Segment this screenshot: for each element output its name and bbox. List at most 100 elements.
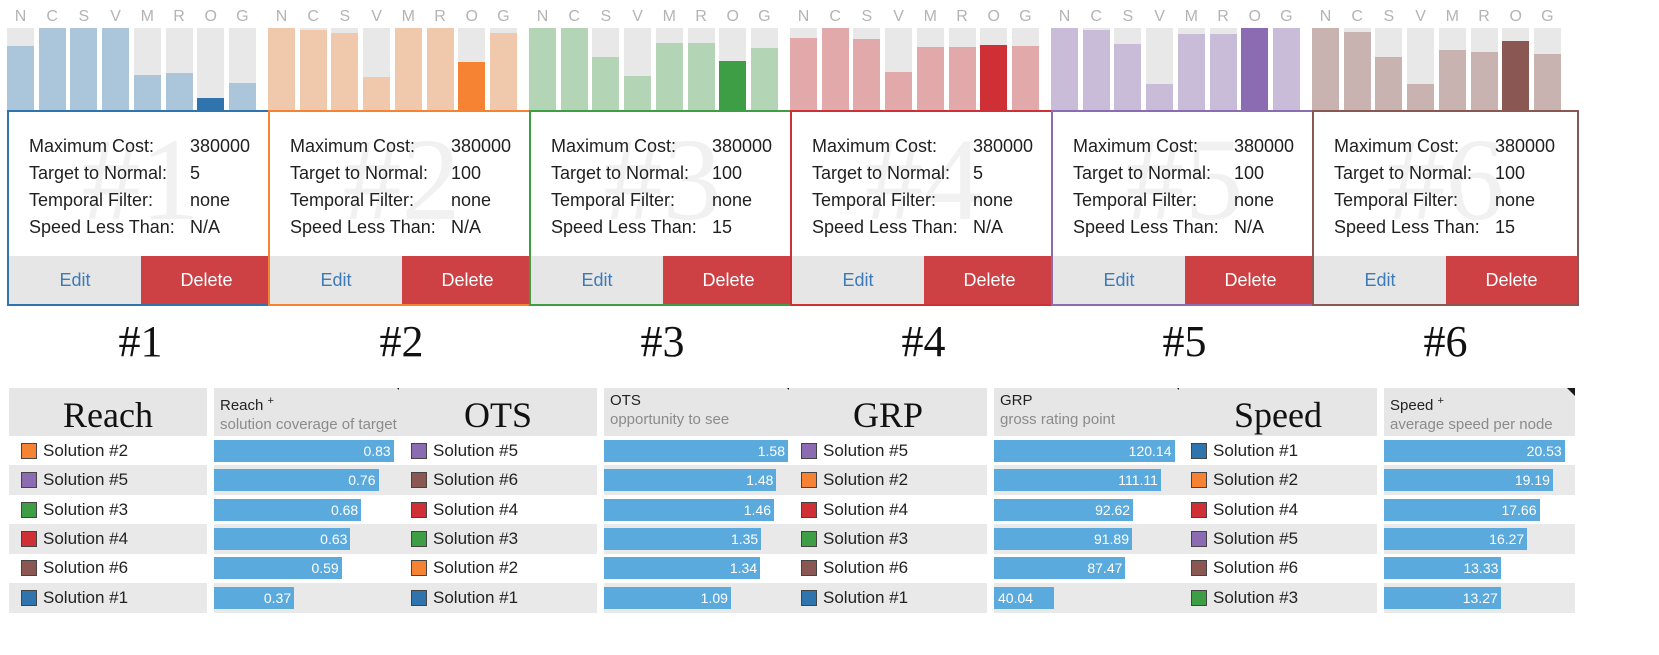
ranking-value: 16.27 bbox=[1489, 531, 1525, 547]
category-bar bbox=[133, 75, 161, 110]
delete-button[interactable]: Delete bbox=[663, 256, 794, 304]
solution-name: Solution #3 bbox=[433, 529, 519, 548]
category-bar bbox=[489, 33, 517, 110]
category-letter: N bbox=[14, 8, 27, 25]
category-bar bbox=[655, 43, 683, 110]
category-bar bbox=[948, 47, 976, 110]
edit-button[interactable]: Edit bbox=[9, 256, 141, 304]
ranking-bar-track: 1.34 bbox=[604, 553, 795, 583]
category-letter: N bbox=[536, 8, 549, 25]
category-bar-slot bbox=[7, 28, 34, 110]
category-bar bbox=[426, 28, 454, 110]
info-label: Target to Normal: bbox=[290, 163, 429, 183]
ranking-solution-label: Solution #3 bbox=[789, 524, 987, 554]
edit-button[interactable]: Edit bbox=[270, 256, 402, 304]
solution-color-swatch bbox=[1191, 443, 1207, 459]
ranking-bar-track: 13.33 bbox=[1384, 553, 1575, 583]
ranking-solution-label: Solution #4 bbox=[789, 495, 987, 525]
ranking-bar-track: 0.59 bbox=[214, 553, 405, 583]
info-value: N/A bbox=[451, 217, 482, 237]
ranking-row: Solution #4 0.63 bbox=[9, 524, 405, 554]
delete-button[interactable]: Delete bbox=[402, 256, 533, 304]
category-letter: R bbox=[1217, 8, 1229, 25]
ranking-row: Solution #6 1.48 bbox=[399, 465, 795, 495]
ranking-bar bbox=[604, 528, 762, 550]
category-bar-slot bbox=[228, 28, 256, 110]
solution-color-swatch bbox=[411, 531, 427, 547]
ranking-bar-track: 87.47 bbox=[994, 553, 1185, 583]
metric-description: gross rating point bbox=[1000, 411, 1116, 428]
ranking-value: 19.19 bbox=[1514, 472, 1550, 488]
ranking-bar-track: 17.66 bbox=[1384, 495, 1575, 525]
category-letter: S bbox=[1122, 8, 1134, 25]
delete-button[interactable]: Delete bbox=[1446, 256, 1577, 304]
ranking-value: 0.83 bbox=[363, 443, 391, 459]
edit-button[interactable]: Edit bbox=[531, 256, 663, 304]
solution-color-swatch bbox=[1191, 560, 1207, 576]
category-letter: G bbox=[497, 8, 510, 25]
ranking-bar bbox=[1384, 528, 1528, 550]
ranking-value: 87.47 bbox=[1087, 560, 1123, 576]
category-bar-slot bbox=[1502, 28, 1530, 110]
ranking-solution-label: Solution #6 bbox=[1179, 553, 1377, 583]
ranking-value: 1.35 bbox=[730, 531, 759, 547]
category-letter: S bbox=[1383, 8, 1395, 25]
ranking-metric-header[interactable]: Speed + average speed per node bbox=[1384, 388, 1575, 436]
ranking-solution-label: Solution #2 bbox=[789, 465, 987, 495]
category-letter: S bbox=[861, 8, 873, 25]
info-label: Speed Less Than: bbox=[1334, 217, 1480, 237]
info-label: Target to Normal: bbox=[812, 163, 951, 183]
info-label: Speed Less Than: bbox=[1073, 217, 1219, 237]
category-letter: M bbox=[401, 8, 415, 25]
ranking-metric-header[interactable]: GRP gross rating point bbox=[994, 388, 1185, 436]
category-bar-slot bbox=[1343, 28, 1371, 110]
category-bar-slot bbox=[1051, 28, 1078, 110]
ranking-bar bbox=[214, 440, 394, 462]
ranking-solution-label: Solution #5 bbox=[1179, 524, 1377, 554]
category-bar-slot bbox=[821, 28, 849, 110]
category-bar-slot bbox=[1272, 28, 1300, 110]
ranking-bar bbox=[214, 528, 351, 550]
ranking-solution-label: Solution #4 bbox=[399, 495, 597, 525]
ranking-row: Solution #2 1.34 bbox=[399, 553, 795, 583]
ranking-value: 92.62 bbox=[1095, 502, 1131, 518]
category-bar bbox=[1343, 32, 1371, 110]
info-value: 380000 bbox=[1234, 136, 1295, 156]
solution-caption: #2 bbox=[379, 317, 424, 366]
edit-button[interactable]: Edit bbox=[1314, 256, 1446, 304]
ranking-row: Solution #1 20.53 bbox=[1179, 436, 1575, 466]
ranking-metric-header[interactable]: OTS opportunity to see bbox=[604, 388, 795, 436]
category-letter: R bbox=[1478, 8, 1490, 25]
ranking-value: 40.04 bbox=[998, 590, 1034, 606]
ranking-value: 0.68 bbox=[330, 502, 359, 518]
category-letter: O bbox=[1248, 8, 1261, 25]
solution-info-box: #4 Maximum Cost: 380000 Target to Normal: 5 T… bbox=[790, 110, 1057, 258]
ranking-bar bbox=[994, 557, 1126, 579]
category-letter: S bbox=[339, 8, 351, 25]
info-label: Speed Less Than: bbox=[29, 217, 175, 237]
ranking-metric-header[interactable]: Reach + solution coverage of target bbox=[214, 388, 405, 436]
solution-name: Solution #3 bbox=[1213, 588, 1299, 607]
ranking-solution-label: Solution #4 bbox=[9, 524, 207, 554]
solution-color-swatch bbox=[411, 560, 427, 576]
category-bar-slot bbox=[268, 28, 295, 110]
edit-button[interactable]: Edit bbox=[1053, 256, 1185, 304]
delete-button[interactable]: Delete bbox=[924, 256, 1055, 304]
category-letter: O bbox=[465, 8, 478, 25]
delete-button[interactable]: Delete bbox=[1185, 256, 1316, 304]
info-value: none bbox=[1495, 190, 1536, 210]
ranking-row: Solution #5 120.14 bbox=[789, 436, 1185, 466]
edit-button[interactable]: Edit bbox=[792, 256, 924, 304]
category-letter: M bbox=[1184, 8, 1198, 25]
ranking-title: GRP bbox=[789, 388, 987, 436]
category-bar-slot bbox=[750, 28, 778, 110]
metric-name: Reach + bbox=[220, 392, 405, 415]
metric-description: opportunity to see bbox=[610, 411, 730, 428]
solution-name: Solution #5 bbox=[1213, 529, 1299, 548]
ranking-value: 111.11 bbox=[1118, 472, 1158, 488]
category-bar bbox=[1438, 50, 1466, 110]
ranking-bar bbox=[994, 469, 1161, 491]
category-letter: O bbox=[1509, 8, 1522, 25]
delete-button[interactable]: Delete bbox=[141, 256, 272, 304]
